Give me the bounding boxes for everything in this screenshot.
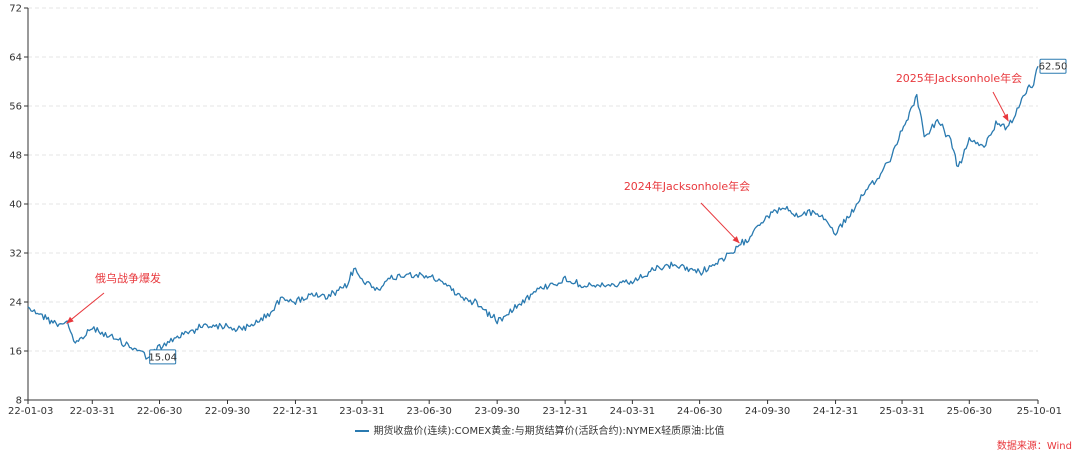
data-label: 62.50 (1039, 62, 1068, 73)
y-tick-label: 24 (9, 298, 22, 309)
data-label-box (149, 349, 177, 365)
y-tick-label: 8 (16, 396, 22, 407)
annotation-arrow-head (1002, 113, 1009, 122)
legend-swatch (355, 430, 370, 432)
data-labels: 15.04 62.50 (148, 58, 1068, 365)
data-label: 15.04 (148, 352, 177, 363)
data-source-note: 数据来源：Wind (996, 441, 1072, 452)
x-tick-label: 25-10-01 (1017, 406, 1062, 417)
grid-lines (28, 7, 1038, 352)
y-tick-label: 72 (9, 4, 22, 15)
x-tick-label: 23-09-30 (474, 406, 519, 417)
chart-legend[interactable]: 期货收盘价(连续):COMEX黄金:与期货结算价(活跃合约):NYMEX轻质原油… (0, 422, 1080, 437)
annotation-arrow-line (700, 202, 740, 244)
y-tick-label: 40 (9, 200, 22, 211)
x-tick-label: 23-03-31 (339, 406, 384, 417)
x-tick-label: 23-06-30 (406, 406, 451, 417)
x-tick-label: 22-01-03 (8, 406, 53, 417)
y-tick-label: 64 (9, 53, 22, 64)
series-layer (27, 65, 1039, 360)
annotation-arrow-head (66, 316, 74, 324)
annotation-label: 2025年Jacksonhole年会 (896, 71, 1022, 85)
x-tick-label: 25-06-30 (947, 406, 992, 417)
x-tick-label: 22-06-30 (137, 406, 182, 417)
data-label-box (1039, 58, 1067, 74)
x-tick-label: 25-03-31 (879, 406, 924, 417)
x-tick-label: 24-09-30 (745, 406, 790, 417)
x-tick-label: 24-03-31 (610, 406, 655, 417)
x-tick-label: 22-03-31 (70, 406, 115, 417)
x-tick-label: 23-12-31 (542, 406, 587, 417)
annotation-label: 2024年Jacksonhole年会 (624, 179, 750, 193)
x-tick-label: 24-12-31 (813, 406, 858, 417)
x-tick-label: 24-06-30 (677, 406, 722, 417)
annotations: 俄乌战争爆发 2024年Jacksonhole年会 2025年Jacksonhole… (66, 71, 1022, 324)
legend-label: 期货收盘价(连续):COMEX黄金:与期货结算价(活跃合约):NYMEX轻质原油… (373, 426, 725, 437)
y-tick-label: 16 (9, 347, 22, 358)
annotation-arrow-line (66, 292, 105, 324)
axes: 8 16 24 32 40 48 56 64 72 22-01-03 22-03-31 22-06-3… (8, 4, 1062, 418)
y-tick-label: 56 (9, 102, 22, 113)
annotation-arrow-head (732, 236, 740, 244)
series-line (27, 65, 1039, 360)
x-tick-label: 22-09-30 (205, 406, 250, 417)
y-tick-label: 48 (9, 151, 22, 162)
x-tick-label: 22-12-31 (273, 406, 318, 417)
annotation-label: 俄乌战争爆发 (95, 271, 161, 285)
y-tick-label: 32 (9, 249, 22, 260)
